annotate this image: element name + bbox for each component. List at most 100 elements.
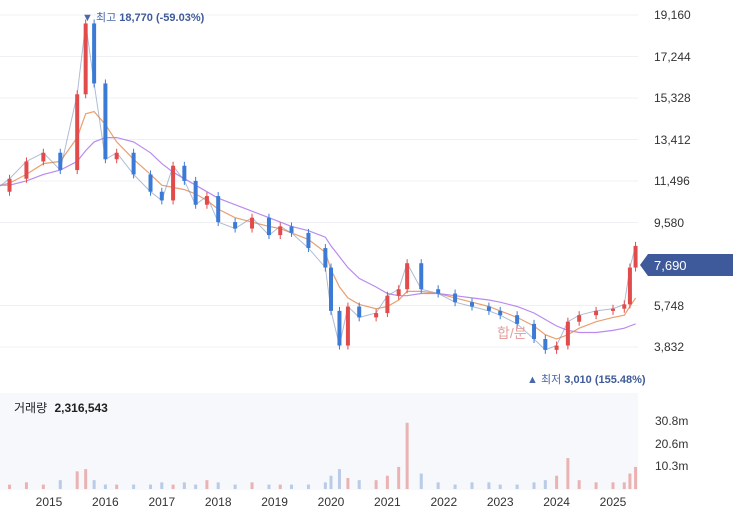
price-tick-label: 3,832 bbox=[654, 340, 685, 354]
candle-body bbox=[453, 293, 458, 303]
volume-bar bbox=[405, 422, 409, 489]
candle-body bbox=[543, 339, 548, 350]
candle-body bbox=[266, 217, 271, 236]
volume-panel[interactable] bbox=[0, 393, 638, 490]
volume-bar bbox=[346, 477, 350, 489]
candle-body bbox=[486, 306, 491, 311]
volume-bar bbox=[374, 480, 378, 489]
volume-bar bbox=[357, 480, 361, 489]
low-marker: ▲ bbox=[527, 374, 538, 386]
current-price-value: 7,690 bbox=[654, 257, 687, 273]
candle-body bbox=[216, 196, 221, 223]
volume-bar bbox=[24, 482, 28, 489]
candle-body bbox=[24, 161, 29, 179]
volume-bar bbox=[216, 482, 220, 489]
candle-body bbox=[278, 226, 283, 236]
low-value: 3,010 (155.48%) bbox=[564, 374, 646, 386]
volume-bar bbox=[594, 482, 598, 489]
volume-bar bbox=[453, 484, 457, 489]
year-tick-label: 2018 bbox=[204, 495, 232, 509]
volume-bar bbox=[160, 482, 164, 489]
current-price-badge: 7,690 bbox=[640, 254, 733, 276]
candle-body bbox=[565, 321, 570, 346]
candle-body bbox=[306, 232, 311, 249]
price-tick-label: 13,412 bbox=[654, 132, 691, 147]
high-label: 최고 bbox=[95, 12, 117, 24]
price-tick-label: 11,496 bbox=[654, 174, 690, 188]
year-tick-label: 2022 bbox=[430, 495, 458, 509]
volume-bar bbox=[103, 484, 107, 489]
candle-body bbox=[436, 289, 441, 294]
candle-body bbox=[498, 310, 503, 316]
volume-bar bbox=[329, 475, 333, 489]
volume-bar bbox=[182, 482, 186, 489]
year-tick-label: 2015 bbox=[35, 495, 63, 509]
candle-body bbox=[337, 310, 342, 346]
price-chart-area[interactable] bbox=[0, 0, 638, 390]
moving-average-line bbox=[0, 137, 636, 334]
year-tick-label: 2020 bbox=[317, 495, 345, 509]
moving-average-line bbox=[0, 110, 637, 340]
candle-body bbox=[41, 152, 46, 162]
chart-watermark: 합/분 bbox=[497, 325, 527, 341]
candle-body bbox=[159, 191, 164, 201]
year-tick-label: 2019 bbox=[261, 495, 288, 509]
volume-tick-label: 20.6m bbox=[655, 436, 689, 451]
volume-bar bbox=[92, 480, 96, 489]
candle-body bbox=[627, 267, 632, 305]
candle-body bbox=[515, 315, 520, 324]
volume-bar bbox=[436, 482, 440, 489]
candle-body bbox=[405, 263, 410, 290]
candle-body bbox=[171, 165, 176, 201]
volume-bar bbox=[577, 480, 581, 489]
candle-body bbox=[250, 217, 255, 229]
volume-bar bbox=[41, 484, 45, 489]
candle-body bbox=[193, 180, 198, 205]
volume-bar bbox=[8, 484, 12, 489]
candle-body bbox=[554, 345, 559, 350]
candle-body bbox=[75, 94, 80, 171]
moving-average-lines bbox=[0, 110, 637, 340]
candle-body bbox=[182, 165, 187, 181]
candle-body bbox=[611, 308, 615, 311]
volume-bar bbox=[278, 484, 282, 489]
volume-bar bbox=[419, 473, 423, 489]
volume-bar bbox=[337, 469, 341, 489]
volume-bar bbox=[470, 482, 474, 489]
volume-bar bbox=[532, 482, 536, 489]
volume-label: 거래량 bbox=[14, 401, 48, 415]
volume-bar bbox=[634, 466, 638, 489]
price-tick-label: 5,748 bbox=[654, 298, 685, 313]
volume-bar bbox=[622, 482, 626, 489]
candle-body bbox=[58, 152, 63, 171]
candle-body bbox=[329, 267, 333, 311]
candle-body bbox=[385, 295, 390, 314]
volume-bar bbox=[323, 482, 327, 489]
volume-bars bbox=[8, 422, 638, 489]
year-tick-label: 2021 bbox=[374, 495, 401, 509]
volume-bar bbox=[58, 480, 62, 489]
candle-body bbox=[396, 289, 401, 296]
candle-body bbox=[83, 23, 88, 95]
volume-bar bbox=[205, 480, 209, 489]
high-value: 18,770 (-59.03%) bbox=[119, 12, 205, 24]
volume-bar bbox=[250, 482, 254, 489]
candle-body bbox=[289, 226, 294, 233]
candle-body bbox=[92, 23, 97, 84]
volume-bar bbox=[171, 484, 175, 489]
volume-bar bbox=[611, 482, 615, 489]
volume-bar bbox=[75, 471, 79, 489]
volume-bar bbox=[84, 469, 88, 489]
year-tick-label: 2016 bbox=[92, 495, 119, 509]
year-tick-label: 2024 bbox=[543, 495, 570, 509]
volume-tick-label: 30.8m bbox=[655, 414, 689, 428]
volume-bar bbox=[498, 484, 502, 489]
candle-body bbox=[470, 302, 474, 307]
volume-bar bbox=[628, 473, 632, 489]
candle-body bbox=[204, 196, 209, 205]
candle-body bbox=[233, 222, 238, 229]
candle-body bbox=[131, 152, 136, 175]
volume-bar bbox=[233, 484, 237, 489]
low-price-annotation: ▲ 최저 3,010 (155.48%) bbox=[527, 371, 646, 387]
